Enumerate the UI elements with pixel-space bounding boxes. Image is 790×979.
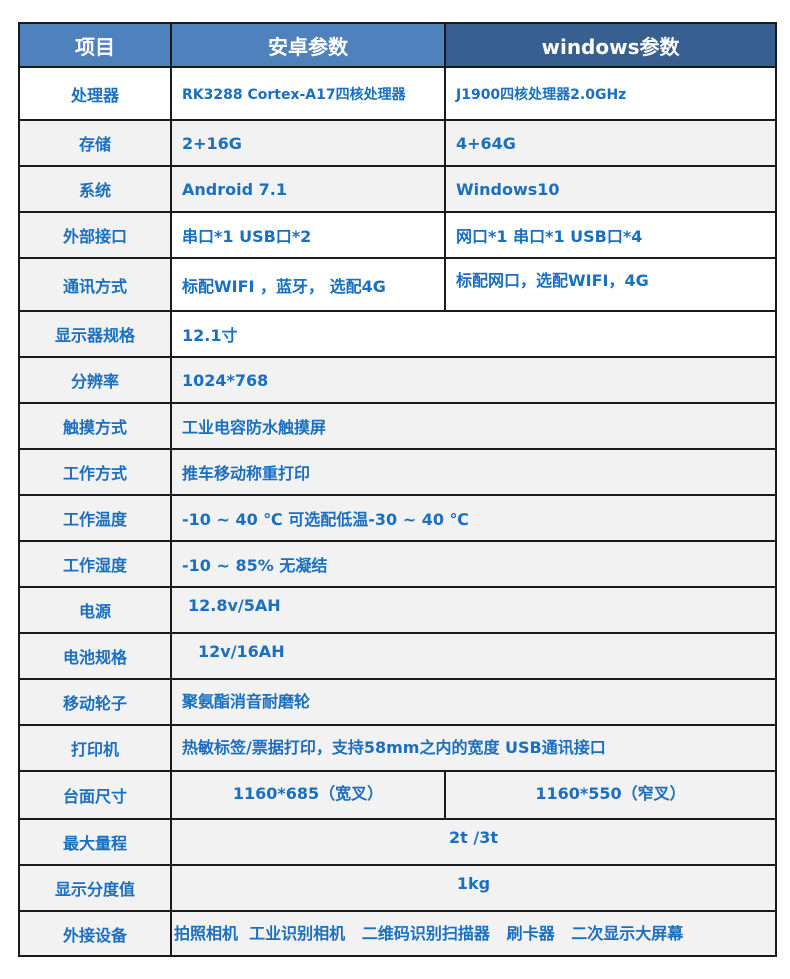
- android-value: 串口*1 USB口*2: [170, 211, 446, 259]
- header-row: 项目 安卓参数 windows参数: [18, 22, 777, 68]
- table-row: 台面尺寸 1160*685（宽叉） 1160*550（窄叉）: [18, 770, 777, 820]
- row-label: 外部接口: [18, 211, 172, 259]
- table-row: 工作湿度 -10 ~ 85% 无凝结: [18, 540, 777, 588]
- row-label: 分辨率: [18, 356, 172, 404]
- table-row: 分辨率 1024*768: [18, 356, 777, 404]
- table-row: 电源 12.8v/5AH: [18, 586, 777, 634]
- table-row: 最大量程 2t /3t: [18, 818, 777, 866]
- row-label: 电池规格: [18, 632, 172, 680]
- row-value: 热敏标签/票据打印，支持58mm之内的宽度 USB通讯接口: [170, 724, 777, 772]
- header-android: 安卓参数: [170, 22, 446, 68]
- row-label: 外接设备: [18, 910, 172, 957]
- row-label: 显示分度值: [18, 864, 172, 912]
- android-value: 2+16G: [170, 119, 446, 167]
- windows-value: J1900四核处理器2.0GHz: [444, 66, 777, 121]
- windows-value: 标配网口，选配WIFI，4G: [444, 257, 777, 312]
- table-row: 存储 2+16G 4+64G: [18, 119, 777, 167]
- row-value: 2t /3t: [170, 818, 777, 866]
- row-label: 台面尺寸: [18, 770, 172, 820]
- android-value: Android 7.1: [170, 165, 446, 213]
- table-row: 处理器 RK3288 Cortex-A17四核处理器 J1900四核处理器2.0GH…: [18, 66, 777, 121]
- row-label: 存储: [18, 119, 172, 167]
- row-label: 最大量程: [18, 818, 172, 866]
- table-row: 显示器规格 12.1寸: [18, 310, 777, 358]
- row-label: 工作湿度: [18, 540, 172, 588]
- spec-table: 项目 安卓参数 windows参数 处理器 RK3288 Cortex-A17四核…: [18, 22, 777, 957]
- row-value: 12v/16AH: [170, 632, 777, 680]
- row-value: 推车移动称重打印: [170, 448, 777, 496]
- windows-value: 4+64G: [444, 119, 777, 167]
- table-row: 系统 Android 7.1 Windows10: [18, 165, 777, 213]
- row-value: 拍照相机 工业识别相机 二维码识别扫描器 刷卡器 二次显示大屏幕: [170, 910, 777, 957]
- table-row: 工作温度 -10 ~ 40 ℃ 可选配低温-30 ~ 40 ℃: [18, 494, 777, 542]
- header-item: 项目: [18, 22, 172, 68]
- row-value: 1024*768: [170, 356, 777, 404]
- windows-value: 1160*550（窄叉）: [444, 770, 777, 820]
- row-value: 12.1寸: [170, 310, 777, 358]
- row-label: 工作温度: [18, 494, 172, 542]
- row-label: 打印机: [18, 724, 172, 772]
- row-label: 系统: [18, 165, 172, 213]
- row-label: 工作方式: [18, 448, 172, 496]
- table-row: 外接设备 拍照相机 工业识别相机 二维码识别扫描器 刷卡器 二次显示大屏幕: [18, 910, 777, 957]
- header-windows: windows参数: [444, 22, 777, 68]
- row-label: 电源: [18, 586, 172, 634]
- table-row: 触摸方式 工业电容防水触摸屏: [18, 402, 777, 450]
- row-value: -10 ~ 40 ℃ 可选配低温-30 ~ 40 ℃: [170, 494, 777, 542]
- row-label: 处理器: [18, 66, 172, 121]
- windows-value: Windows10: [444, 165, 777, 213]
- table-row: 工作方式 推车移动称重打印: [18, 448, 777, 496]
- row-label: 移动轮子: [18, 678, 172, 726]
- android-value: RK3288 Cortex-A17四核处理器: [170, 66, 446, 121]
- row-label: 通讯方式: [18, 257, 172, 312]
- row-value: 12.8v/5AH: [170, 586, 777, 634]
- table-row: 打印机 热敏标签/票据打印，支持58mm之内的宽度 USB通讯接口: [18, 724, 777, 772]
- table-row: 移动轮子 聚氨酯消音耐磨轮: [18, 678, 777, 726]
- row-value: -10 ~ 85% 无凝结: [170, 540, 777, 588]
- android-value: 1160*685（宽叉）: [170, 770, 446, 820]
- table-row: 通讯方式 标配WIFI ，蓝牙， 选配4G 标配网口，选配WIFI，4G: [18, 257, 777, 312]
- windows-value: 网口*1 串口*1 USB口*4: [444, 211, 777, 259]
- row-label: 触摸方式: [18, 402, 172, 450]
- row-value: 聚氨酯消音耐磨轮: [170, 678, 777, 726]
- table-row: 显示分度值 1kg: [18, 864, 777, 912]
- table-row: 电池规格 12v/16AH: [18, 632, 777, 680]
- table-row: 外部接口 串口*1 USB口*2 网口*1 串口*1 USB口*4: [18, 211, 777, 259]
- row-value: 工业电容防水触摸屏: [170, 402, 777, 450]
- android-value: 标配WIFI ，蓝牙， 选配4G: [170, 257, 446, 312]
- row-label: 显示器规格: [18, 310, 172, 358]
- row-value: 1kg: [170, 864, 777, 912]
